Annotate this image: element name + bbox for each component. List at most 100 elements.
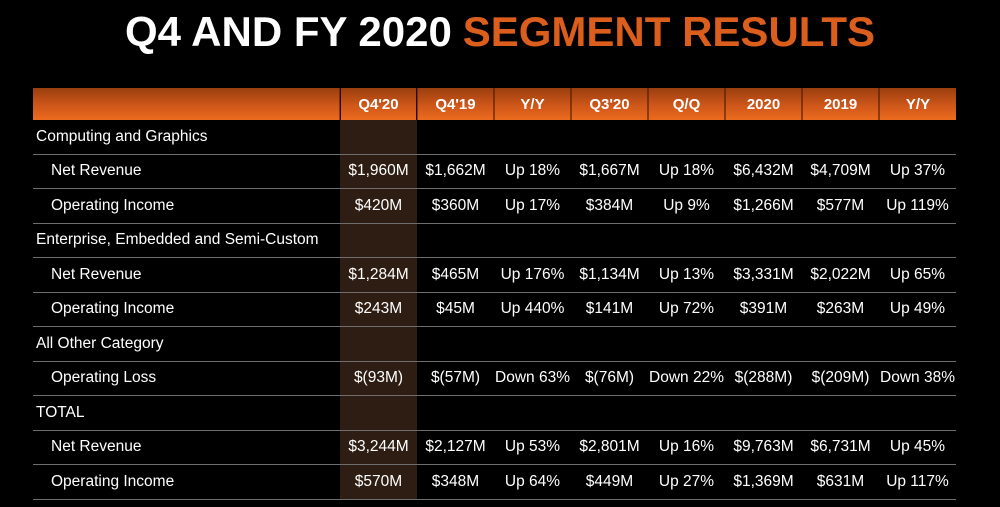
cell-value: $243M: [340, 292, 417, 327]
page-title: Q4 AND FY 2020 SEGMENT RESULTS: [0, 8, 1000, 56]
section-row: TOTAL: [33, 395, 956, 431]
cell-value: $(57M): [417, 361, 494, 396]
cell-value: $1,960M: [340, 154, 417, 189]
row-label: Operating Loss: [33, 361, 340, 396]
cell-value: [802, 223, 879, 258]
section-label: Computing and Graphics: [33, 120, 340, 155]
cell-value: [417, 120, 494, 155]
segment-results-table: Q4'20 Q4'19 Y/Y Q3'20 Q/Q 2020 2019 Y/Y Computi…: [33, 88, 956, 500]
cell-value: $1,662M: [417, 154, 494, 189]
cell-value: $(209M): [802, 361, 879, 396]
section-row: Computing and Graphics: [33, 120, 956, 155]
column-header-row-labels: [33, 88, 340, 120]
row-label: Operating Income: [33, 464, 340, 500]
cell-value: $348M: [417, 464, 494, 500]
section-row: All Other Category: [33, 326, 956, 362]
row-label: Operating Income: [33, 292, 340, 327]
cell-value: $465M: [417, 257, 494, 293]
cell-value: $9,763M: [725, 430, 802, 465]
row-label: Net Revenue: [33, 257, 340, 293]
cell-value: $263M: [802, 292, 879, 327]
cell-value: [648, 395, 725, 431]
cell-value: [648, 223, 725, 258]
row-label: Operating Income: [33, 188, 340, 224]
cell-value: [879, 223, 956, 258]
data-row: Operating Loss $(93M) $(57M) Down 63% $(76M)…: [33, 361, 956, 396]
column-header-q4-19: Q4'19: [416, 88, 494, 120]
title-prefix: Q4 AND FY 2020: [125, 8, 452, 55]
cell-value: [494, 326, 571, 362]
cell-value: Down 63%: [494, 361, 571, 396]
cell-value: [494, 395, 571, 431]
cell-value: $45M: [417, 292, 494, 327]
data-row: Operating Income $420M $360M Up 17% $384M Up …: [33, 188, 956, 224]
cell-value: $1,369M: [725, 464, 802, 500]
section-row: Enterprise, Embedded and Semi-Custom: [33, 223, 956, 258]
data-row: Operating Income $243M $45M Up 440% $141M Up …: [33, 292, 956, 327]
cell-value: [725, 326, 802, 362]
cell-value: $2,801M: [571, 430, 648, 465]
data-row: Net Revenue $1,284M $465M Up 176% $1,134M Up …: [33, 257, 956, 293]
section-label: Enterprise, Embedded and Semi-Custom: [33, 223, 340, 258]
column-header-2019: 2019: [801, 88, 879, 120]
cell-value: Up 13%: [648, 257, 725, 293]
cell-value: [802, 395, 879, 431]
cell-value: $1,134M: [571, 257, 648, 293]
column-header-q3-20: Q3'20: [570, 88, 648, 120]
cell-value: Up 64%: [494, 464, 571, 500]
cell-value: $3,244M: [340, 430, 417, 465]
cell-value: $1,266M: [725, 188, 802, 224]
cell-value: [417, 395, 494, 431]
cell-value: Up 18%: [494, 154, 571, 189]
column-header-q-q: Q/Q: [647, 88, 725, 120]
cell-value: [417, 326, 494, 362]
cell-value: Up 45%: [879, 430, 956, 465]
cell-value: Up 119%: [879, 188, 956, 224]
cell-value: Down 22%: [648, 361, 725, 396]
cell-value: Up 176%: [494, 257, 571, 293]
column-header-q4-20: Q4'20: [339, 88, 417, 120]
cell-value: Up 37%: [879, 154, 956, 189]
cell-value: [879, 326, 956, 362]
row-label: Net Revenue: [33, 430, 340, 465]
cell-value: [879, 395, 956, 431]
cell-value: $2,127M: [417, 430, 494, 465]
cell-value: Up 117%: [879, 464, 956, 500]
cell-value: $6,432M: [725, 154, 802, 189]
cell-value: [340, 223, 417, 258]
cell-value: $631M: [802, 464, 879, 500]
cell-value: Up 17%: [494, 188, 571, 224]
cell-value: [571, 120, 648, 155]
section-label: TOTAL: [33, 395, 340, 431]
row-label: Net Revenue: [33, 154, 340, 189]
column-header-y-y: Y/Y: [878, 88, 956, 120]
section-label: All Other Category: [33, 326, 340, 362]
cell-value: [494, 223, 571, 258]
cell-value: [571, 326, 648, 362]
title-highlight: SEGMENT RESULTS: [462, 8, 875, 55]
cell-value: $(93M): [340, 361, 417, 396]
cell-value: $2,022M: [802, 257, 879, 293]
cell-value: $(76M): [571, 361, 648, 396]
cell-value: [494, 120, 571, 155]
cell-value: [340, 120, 417, 155]
cell-value: [725, 395, 802, 431]
cell-value: Up 16%: [648, 430, 725, 465]
cell-value: $1,667M: [571, 154, 648, 189]
cell-value: [802, 326, 879, 362]
column-header-2020: 2020: [724, 88, 802, 120]
cell-value: [725, 223, 802, 258]
data-row: Net Revenue $3,244M $2,127M Up 53% $2,801M Up…: [33, 430, 956, 465]
cell-value: [802, 120, 879, 155]
cell-value: [648, 120, 725, 155]
cell-value: [879, 120, 956, 155]
cell-value: Down 38%: [879, 361, 956, 396]
cell-value: [571, 223, 648, 258]
cell-value: [725, 120, 802, 155]
cell-value: [340, 326, 417, 362]
cell-value: $391M: [725, 292, 802, 327]
cell-value: $(288M): [725, 361, 802, 396]
cell-value: $420M: [340, 188, 417, 224]
cell-value: $3,331M: [725, 257, 802, 293]
